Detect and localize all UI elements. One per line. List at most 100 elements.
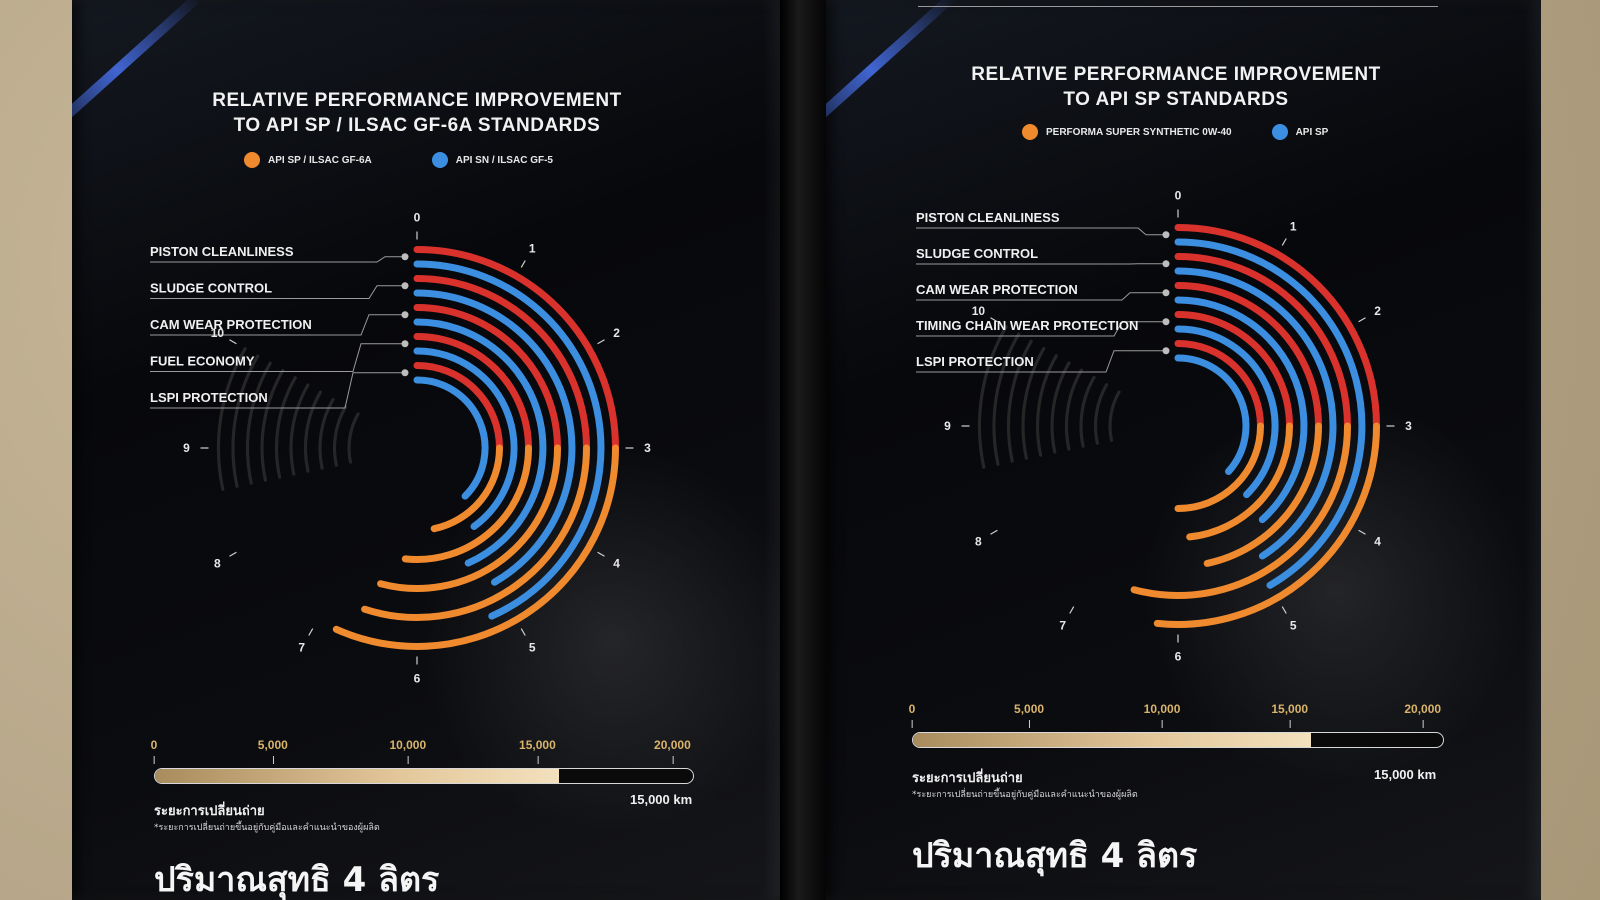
- series0-arc: [413, 275, 590, 452]
- leader-line: [916, 350, 1166, 373]
- scale-tick-label: 0: [1175, 189, 1182, 203]
- leader-line: [916, 321, 1166, 337]
- scale-tick-label: 7: [1059, 619, 1066, 633]
- leader-dot: [401, 369, 409, 377]
- box-gap: [780, 0, 826, 900]
- chart-title: RELATIVE PERFORMANCE IMPROVEMENT TO API …: [926, 62, 1426, 112]
- legend-swatch-blue: [1271, 124, 1288, 140]
- scale-tick-label: 7: [298, 641, 305, 655]
- leader-line: [150, 285, 405, 299]
- chart-legend: PERFORMA SUPER SYNTHETIC 0W-40 API SP: [1022, 124, 1328, 140]
- category-label: PISTON CLEANLINESS: [916, 210, 1060, 225]
- drain-caption: ระยะการเปลี่ยนถ่าย: [154, 803, 265, 818]
- series0-arc: [1174, 282, 1322, 430]
- chart-title-line1: RELATIVE PERFORMANCE IMPROVEMENT: [971, 64, 1381, 85]
- background-ring: [260, 368, 285, 482]
- series1-arc: [1174, 296, 1308, 524]
- leader-line: [150, 343, 405, 372]
- background-ring: [318, 397, 335, 470]
- background-ring: [303, 390, 322, 473]
- drain-bar-fill: [155, 769, 559, 783]
- drain-tick: 20,000: [654, 738, 691, 764]
- category-label: CAM WEAR PROTECTION: [916, 282, 1078, 297]
- scale-tick: [229, 551, 237, 557]
- series0-arc-ext: [361, 444, 590, 622]
- scale-tick-label: 6: [414, 672, 421, 686]
- category-label: SLUDGE CONTROL: [916, 246, 1038, 261]
- background-ring: [347, 412, 360, 464]
- background-ring: [977, 325, 1008, 469]
- background-ring: [289, 383, 310, 476]
- drain-tick: 5,000: [1014, 702, 1045, 728]
- series0-arc: [1174, 253, 1351, 430]
- series0-arc-ext: [1174, 422, 1264, 512]
- scale-tick: [520, 628, 526, 636]
- series1-arc: [413, 318, 547, 567]
- series1-arc: [413, 376, 489, 500]
- category-label: SLUDGE CONTROL: [150, 281, 272, 296]
- drain-tick: 10,000: [1143, 702, 1181, 728]
- leader-dot: [401, 253, 409, 261]
- leader-line: [150, 372, 405, 409]
- drain-note: *ระยะการเปลี่ยนถ่ายขึ้นอยู่กับคู่มือและค…: [912, 790, 1138, 800]
- scale-tick: [990, 529, 998, 535]
- scale-tick-label: 2: [1374, 304, 1381, 318]
- scale-tick: [1069, 606, 1075, 614]
- scale-tick-label: 4: [613, 556, 620, 570]
- chart-title: RELATIVE PERFORMANCE IMPROVEMENT TO API …: [162, 88, 672, 138]
- scale-tick-label: 10: [972, 304, 986, 318]
- category-label: CAM WEAR PROTECTION: [150, 317, 312, 332]
- background-ring: [231, 354, 260, 488]
- legend-label-blue: API SN / ILSAC GF-5: [455, 154, 553, 166]
- scale-tick-label: 10: [211, 326, 225, 340]
- scale-tick-label: 1: [1290, 219, 1297, 233]
- background-ring: [1064, 368, 1083, 451]
- series1-arc: [1174, 238, 1366, 589]
- background-ring: [1050, 361, 1071, 454]
- scale-tick: [1281, 238, 1287, 246]
- legend-swatch-blue: [431, 152, 448, 168]
- series0-arc-ext: [1203, 422, 1322, 567]
- leader-dot: [1162, 347, 1170, 355]
- scale-tick: [1358, 317, 1366, 323]
- legend-label-orange: API SP / ILSAC GF-6A: [268, 154, 372, 166]
- series0-arc: [413, 304, 561, 452]
- leader-dot: [1162, 231, 1170, 239]
- scale-tick: [1281, 606, 1287, 614]
- divider-line: [918, 6, 1438, 7]
- legend-label-orange: PERFORMA SUPER SYNTHETIC 0W-40: [1046, 126, 1232, 138]
- scale-tick: [1358, 529, 1366, 535]
- drain-tick: 5,000: [257, 738, 288, 764]
- scale-tick: [520, 260, 526, 268]
- series0-arc: [1174, 224, 1380, 430]
- drain-interval-scale: 0 5,000 10,000 15,000 20,000: [150, 738, 694, 788]
- series0-arc: [1174, 340, 1264, 430]
- drain-value: 15,000 km: [630, 792, 693, 807]
- chart-legend: API SP / ILSAC GF-6A API SN / ILSAC GF-5: [244, 152, 553, 168]
- legend-item-blue: API SP: [1271, 124, 1328, 140]
- scale-tick: [597, 339, 605, 345]
- drain-tick: 0: [150, 738, 158, 764]
- drain-interval-scale: 0 5,000 10,000 15,000 20,000: [909, 702, 1444, 752]
- scale-tick-label: 9: [944, 419, 951, 433]
- background-ring: [245, 361, 272, 485]
- scale-tick: [597, 551, 605, 557]
- leader-dot: [1162, 289, 1170, 297]
- background-ring: [992, 332, 1021, 466]
- scale-tick-label: 6: [1175, 650, 1182, 664]
- background-ring: [1006, 339, 1033, 463]
- series1-arc: [413, 347, 518, 530]
- chart-title-line1: RELATIVE PERFORMANCE IMPROVEMENT: [212, 90, 622, 111]
- drain-bar-track: [154, 768, 694, 784]
- series0-arc-ext: [401, 444, 532, 563]
- leader-dot: [401, 311, 409, 319]
- series1-arc: [1174, 354, 1250, 475]
- background-ring: [1079, 375, 1096, 448]
- radial-chart: PISTON CLEANLINESS SLUDGE CONTROL CAM WEAR…: [916, 189, 1412, 664]
- scale-tick-label: 0: [414, 211, 421, 225]
- series0-arc: [1174, 311, 1293, 430]
- category-label: PISTON CLEANLINESS: [150, 244, 294, 259]
- series0-arc-ext: [1130, 422, 1351, 599]
- net-volume-text: ปริมาณสุทธิ 4 ลิตร: [912, 836, 1198, 876]
- drain-tick: 15,000: [519, 738, 556, 764]
